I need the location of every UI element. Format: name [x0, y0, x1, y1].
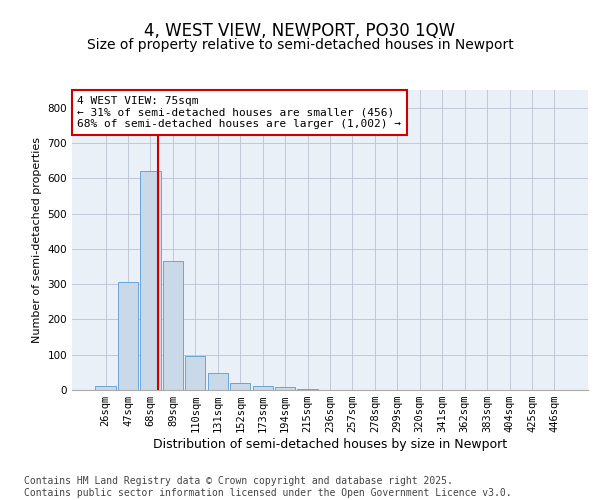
Bar	[275, 387, 295, 390]
Y-axis label: Number of semi-detached properties: Number of semi-detached properties	[32, 137, 42, 343]
Text: Contains HM Land Registry data © Crown copyright and database right 2025.
Contai: Contains HM Land Registry data © Crown c…	[24, 476, 512, 498]
Bar	[95, 386, 116, 390]
Text: Size of property relative to semi-detached houses in Newport: Size of property relative to semi-detach…	[86, 38, 514, 52]
Bar	[118, 282, 138, 390]
Bar	[185, 356, 205, 390]
X-axis label: Distribution of semi-detached houses by size in Newport: Distribution of semi-detached houses by …	[153, 438, 507, 451]
Bar	[253, 386, 273, 390]
Bar	[163, 261, 183, 390]
Bar	[140, 171, 161, 390]
Text: 4, WEST VIEW, NEWPORT, PO30 1QW: 4, WEST VIEW, NEWPORT, PO30 1QW	[145, 22, 455, 40]
Bar	[208, 374, 228, 390]
Text: 4 WEST VIEW: 75sqm
← 31% of semi-detached houses are smaller (456)
68% of semi-d: 4 WEST VIEW: 75sqm ← 31% of semi-detache…	[77, 96, 401, 129]
Bar	[230, 383, 250, 390]
